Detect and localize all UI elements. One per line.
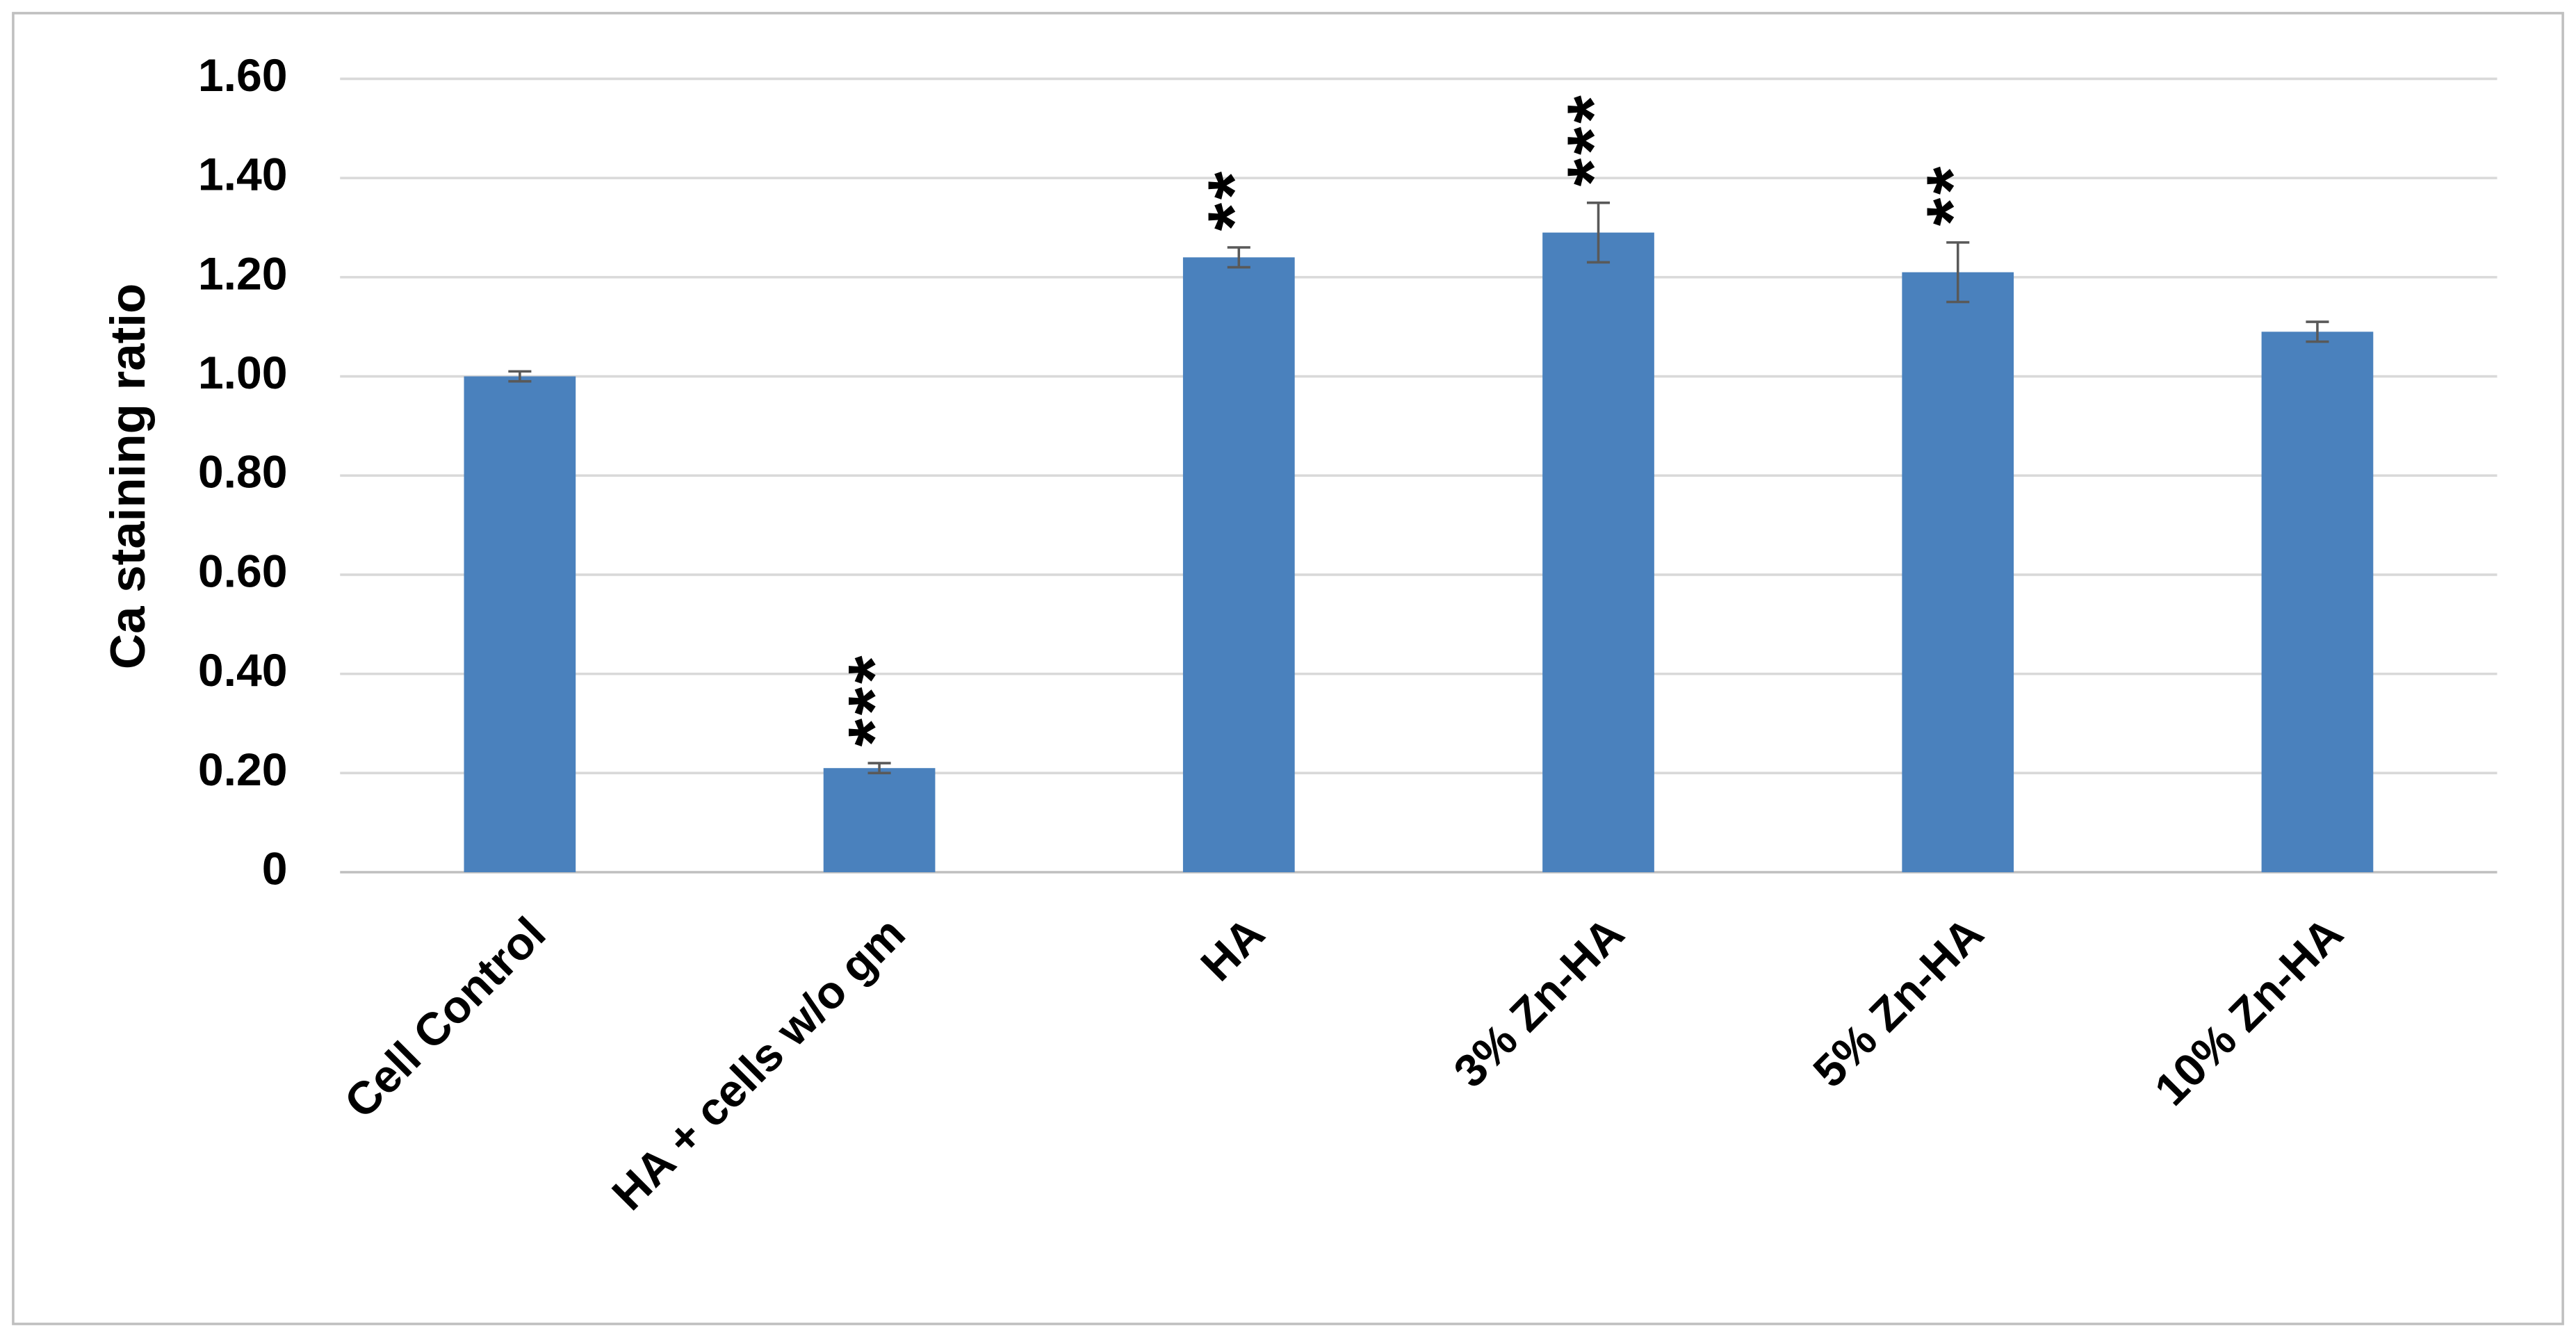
bar [2261,332,2374,873]
significance-label: *** [1553,92,1633,187]
error-bar [1227,246,1250,269]
bar [1902,272,2014,873]
error-bar [2306,320,2329,343]
bar [464,376,576,873]
error-bar [1586,202,1611,264]
y-tick-label: 1.20 [198,248,288,300]
y-tick-label: 0.80 [198,447,288,498]
significance-label: ** [1193,168,1274,231]
significance-label: ** [1912,163,1993,226]
error-bar [1946,241,1970,304]
y-tick-label: 1.60 [198,50,288,101]
y-tick-label: 1.40 [198,149,288,201]
y-axis-label: Ca staining ratio [101,284,156,669]
bar [1182,257,1295,873]
error-bar [508,370,532,383]
y-tick-label: 0.40 [198,645,288,696]
y-tick-label: 1.00 [198,347,288,399]
y-tick-label: 0.20 [198,744,288,796]
bar [1542,232,1654,873]
significance-label: *** [834,653,915,747]
y-tick-label: 0.60 [198,546,288,597]
bar [823,768,936,873]
error-bar [867,762,891,775]
y-tick-label: 0 [262,844,288,895]
